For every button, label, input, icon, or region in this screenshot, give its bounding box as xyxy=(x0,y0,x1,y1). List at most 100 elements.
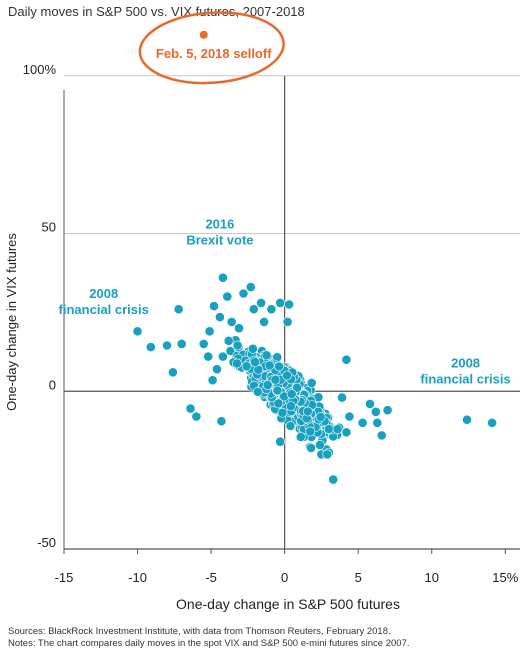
x-tick-label: -15 xyxy=(55,570,74,585)
data-point xyxy=(248,304,259,315)
data-point xyxy=(259,316,269,327)
data-point xyxy=(223,335,234,346)
data-point xyxy=(277,407,288,418)
x-tick-labels: -15 -10 -5 0 5 10 15% xyxy=(55,549,519,585)
callout-ellipse xyxy=(138,11,285,85)
annotation-line: 2008 xyxy=(451,355,480,370)
data-point xyxy=(241,361,252,372)
data-point xyxy=(332,424,343,434)
data-point xyxy=(323,424,334,434)
data-point xyxy=(185,403,196,414)
data-point xyxy=(270,374,281,385)
gridlines xyxy=(64,75,520,235)
data-point xyxy=(302,406,313,417)
data-point xyxy=(262,380,273,390)
data-point xyxy=(306,443,316,453)
x-tick-label: 15% xyxy=(492,570,518,585)
annotation-label: 2016 Brexit vote xyxy=(186,217,253,248)
data-point xyxy=(341,427,352,438)
data-point xyxy=(305,426,316,437)
data-point xyxy=(273,398,284,409)
data-point xyxy=(462,414,472,425)
y-tick-label: 100% xyxy=(23,62,57,77)
data-point xyxy=(207,375,218,386)
data-point xyxy=(264,360,275,371)
data-point xyxy=(344,411,355,422)
data-point xyxy=(238,288,249,299)
x-axis-label: One-day change in S&P 500 futures xyxy=(176,596,400,612)
data-point xyxy=(212,364,222,375)
data-point xyxy=(217,351,228,362)
data-point xyxy=(266,304,277,315)
data-point xyxy=(162,340,172,351)
x-tick-label: -10 xyxy=(128,570,147,585)
data-point xyxy=(216,416,227,427)
highlight-point xyxy=(199,30,208,39)
annotation-line: 2016 xyxy=(205,217,234,232)
y-tick-label: -50 xyxy=(37,535,56,550)
data-point xyxy=(292,382,302,393)
annotation-label: 2008 financial crisis xyxy=(420,355,510,386)
annotation-line: Brexit vote xyxy=(186,233,253,248)
data-point xyxy=(214,312,225,322)
data-point xyxy=(204,326,215,337)
data-point xyxy=(132,326,143,337)
chart-title: Daily moves in S&P 500 vs. VIX futures, … xyxy=(8,4,305,19)
annotation-label: 2008 financial crisis xyxy=(59,286,149,317)
x-tick-label: 5 xyxy=(355,570,362,585)
data-point xyxy=(365,398,375,409)
data-point xyxy=(209,301,219,311)
data-point xyxy=(256,297,266,308)
data-point xyxy=(285,421,296,431)
data-point xyxy=(487,417,497,428)
data-point xyxy=(337,392,347,403)
data-point xyxy=(275,436,286,447)
y-tick-labels: -50 0 50 100% xyxy=(23,62,57,550)
data-point xyxy=(286,389,297,399)
data-point xyxy=(306,377,317,388)
callout-label: Feb. 5, 2018 selloff xyxy=(156,46,272,61)
data-point xyxy=(167,367,178,378)
annotation-line: financial crisis xyxy=(59,302,149,317)
y-axis-label: One-day change in VIX futures xyxy=(4,233,19,411)
scatter-plot: -50 0 50 100% -15 -10 -5 0 5 10 15% 2016 Brexit vo… xyxy=(4,11,520,612)
data-point xyxy=(314,439,325,450)
x-tick-label: 0 xyxy=(281,570,288,585)
data-point xyxy=(245,282,256,292)
data-point xyxy=(282,370,292,381)
data-point xyxy=(357,417,368,428)
data-point xyxy=(222,291,233,302)
annotation-line: 2008 xyxy=(89,286,118,301)
data-point xyxy=(376,430,387,441)
data-point xyxy=(250,357,260,367)
data-point xyxy=(315,411,326,422)
data-point xyxy=(234,323,244,334)
x-tick-label: 10 xyxy=(425,570,439,585)
data-point xyxy=(272,385,283,396)
data-point xyxy=(322,449,333,460)
data-point xyxy=(232,358,242,369)
data-point xyxy=(284,299,294,310)
data-point xyxy=(225,346,236,356)
data-point xyxy=(203,351,214,362)
highlight-callout: Feb. 5, 2018 selloff xyxy=(138,11,285,85)
data-point xyxy=(274,361,284,372)
data-point xyxy=(226,316,237,327)
data-point xyxy=(382,405,393,416)
y-tick-label: 0 xyxy=(49,377,56,392)
data-point xyxy=(191,411,202,422)
data-point xyxy=(261,350,272,361)
data-point xyxy=(173,304,184,315)
data-point xyxy=(198,338,209,349)
data-point xyxy=(370,406,381,417)
data-point xyxy=(328,474,339,485)
data-point xyxy=(282,316,293,327)
data-points xyxy=(132,272,497,485)
data-point xyxy=(232,340,243,351)
data-point xyxy=(252,386,263,397)
data-point xyxy=(285,401,296,411)
y-tick-label: 50 xyxy=(42,220,56,235)
notes: Notes: The chart compares daily moves in… xyxy=(8,637,410,649)
data-point xyxy=(295,432,306,442)
data-point xyxy=(247,343,258,354)
